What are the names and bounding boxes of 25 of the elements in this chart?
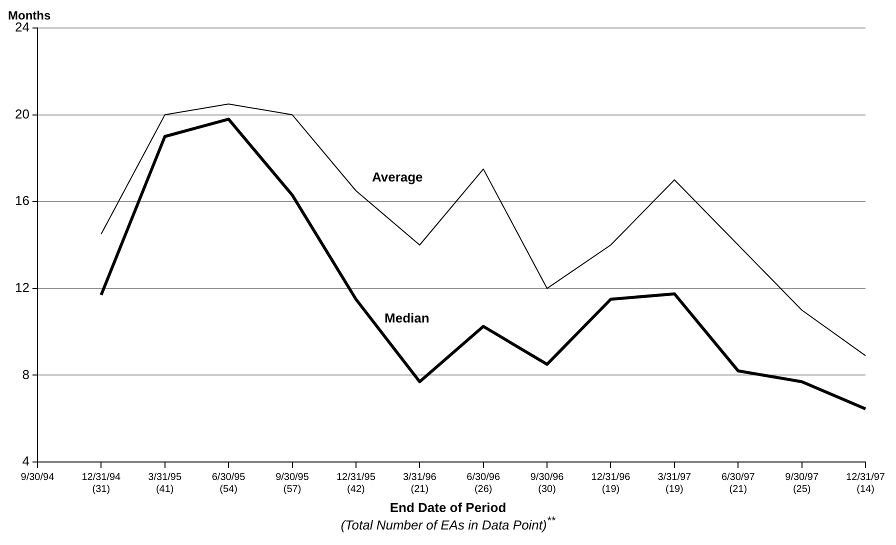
x-tick-label: 3/31/96 (21) — [402, 472, 437, 495]
y-tick-label: 16 — [14, 193, 30, 208]
x-tick-label: 3/31/97 (19) — [658, 472, 692, 495]
series-label: Median — [384, 310, 430, 326]
x-tick-label: 9/30/97 (25) — [785, 472, 819, 495]
x-tick-label: 12/31/97 (14) — [846, 472, 886, 495]
y-axis-title: Months — [8, 8, 51, 22]
x-tick-label: 6/30/97 (21) — [721, 472, 756, 495]
x-tick-label: 12/31/94 (31) — [82, 472, 122, 495]
x-tick-label: 9/30/94 — [20, 472, 55, 483]
text: (Total Number of EAs in Data Point)$^{**}$ — [340, 515, 556, 532]
x-tick-label: 12/31/95 (42) — [336, 472, 376, 495]
x-tick-label: 6/30/96 (26) — [466, 472, 500, 495]
x-tick-label: 9/30/95 (57) — [276, 472, 310, 495]
y-tick-label: 20 — [14, 106, 30, 122]
y-tick-label: 4 — [22, 454, 30, 469]
x-tick-label: 12/31/96 (19) — [591, 472, 631, 495]
y-tick-label: 12 — [14, 280, 30, 295]
y-tick-label: 24 — [14, 20, 30, 35]
x-tick-label: 6/30/95 (54) — [212, 472, 246, 495]
y-tick-label: 8 — [22, 366, 30, 382]
x-tick-label: 9/30/96 (30) — [530, 472, 564, 495]
x-tick-label: 3/31/95 (41) — [148, 472, 182, 495]
x-axis-title: End Date of Period — [388, 500, 508, 515]
series-label: Average — [372, 169, 423, 184]
